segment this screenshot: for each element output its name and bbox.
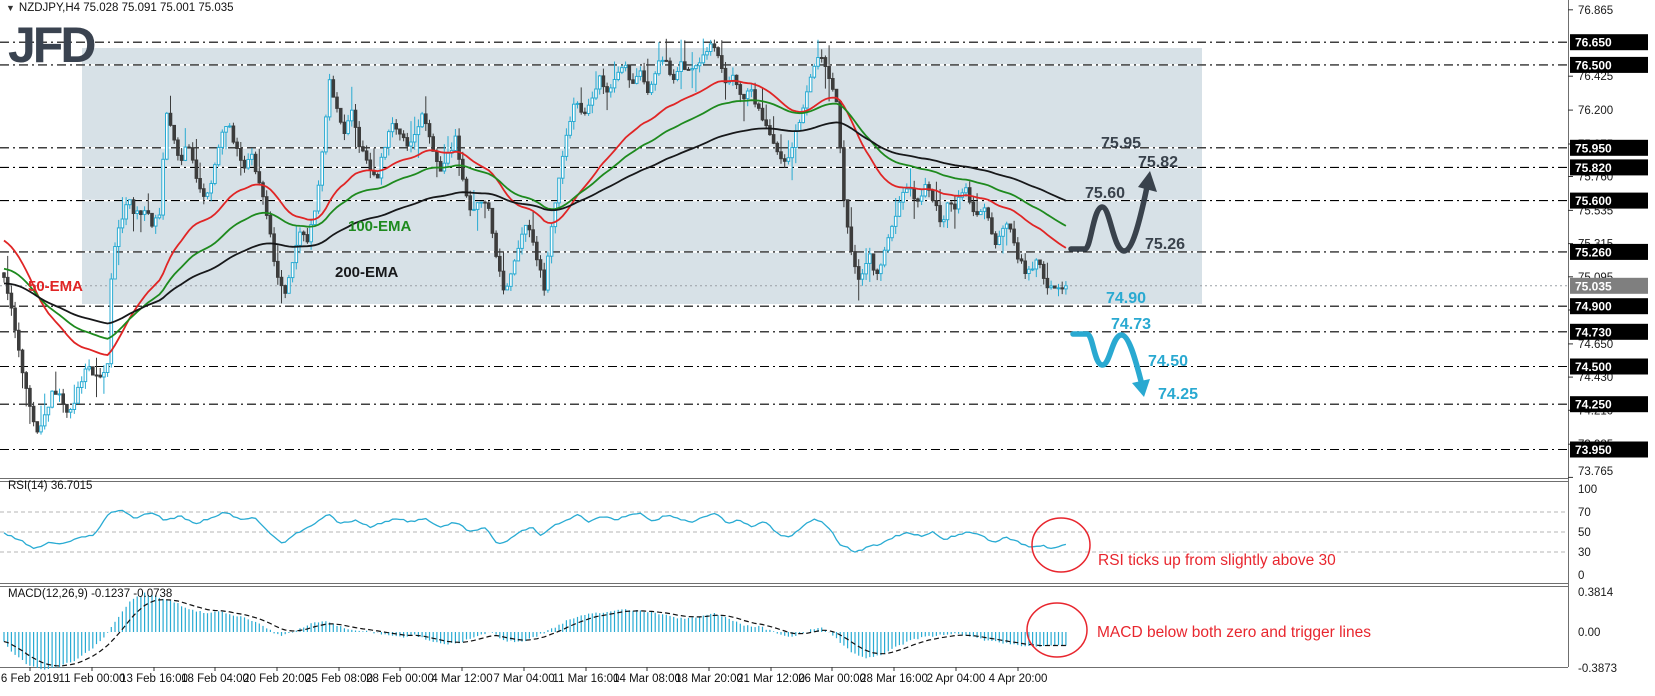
bearish-scenario-arrow: [1070, 331, 1150, 397]
symbol-quote-line: NZDJPY,H4 75.028 75.091 75.001 75.035: [18, 2, 234, 14]
price-tick-label: 76.200: [1578, 105, 1613, 117]
level-price-label: 74.730: [1575, 325, 1612, 339]
time-tick-label: 11 Feb 00:00: [59, 673, 126, 685]
level-price-label: 76.500: [1575, 58, 1612, 72]
price-tick-label: 74.430: [1578, 372, 1613, 384]
ema100-label: 100-EMA: [348, 218, 412, 235]
price-tick-label: 76.425: [1578, 71, 1613, 83]
rsi-axis-label: 30: [1578, 547, 1591, 559]
level-price-label: 74.900: [1575, 300, 1612, 314]
macd-title: MACD(12,26,9) -0.1237 -0.0738: [8, 588, 173, 600]
ema50-line: [3, 79, 1067, 356]
macd-signal-line: [3, 599, 1066, 667]
support-resistance-lines: [0, 41, 1568, 451]
time-tick-label: 4 Mar 12:00: [431, 673, 492, 685]
macd-axis-label: 0.3814: [1578, 587, 1614, 599]
price-tick-label: 76.865: [1578, 5, 1613, 17]
level-price-label: 75.260: [1575, 245, 1612, 259]
macd-axis-label: -0.3873: [1578, 663, 1617, 675]
candles-layer: [2, 38, 1068, 435]
level-price-label: 76.650: [1575, 36, 1612, 50]
macd-axis-label: 0.00: [1578, 627, 1600, 639]
chart-header: ▼ NZDJPY,H4 75.028 75.091 75.001 75.035: [6, 2, 234, 15]
rsi-panel: 100 70 50 30 0: [0, 484, 1597, 582]
time-tick-label: 28 Feb 00:00: [366, 673, 434, 685]
time-tick-label: 11 Mar 16:00: [553, 673, 620, 685]
time-tick-label: 7 Mar 04:00: [493, 673, 554, 685]
time-tick-label: 28 Mar 16:00: [860, 673, 928, 685]
price-tick-label: 74.650: [1578, 339, 1613, 351]
time-tick-label: 26 Mar 00:00: [798, 673, 866, 685]
bearish-target-74-50: 74.50: [1148, 353, 1189, 370]
level-price-label: 74.250: [1575, 398, 1612, 412]
rsi-annotation-text: RSI ticks up from slightly above 30: [1098, 552, 1336, 569]
bearish-target-74-25: 74.25: [1158, 386, 1199, 403]
rsi-axis-label: 100: [1578, 484, 1597, 496]
current-price-label: 75.035: [1575, 279, 1612, 293]
bullish-target-75-60: 75.60: [1085, 185, 1126, 202]
rsi-title: RSI(14) 36.7015: [8, 480, 93, 492]
level-price-label: 73.950: [1575, 443, 1612, 457]
rsi-axis-label: 70: [1578, 507, 1591, 519]
level-price-label: 75.820: [1575, 161, 1612, 175]
level-price-label: 75.600: [1575, 194, 1612, 208]
time-tick-label: 21 Mar 12:00: [737, 673, 805, 685]
time-tick-label: 25 Feb 08:00: [305, 673, 373, 685]
time-tick-label: 18 Feb 04:00: [181, 673, 249, 685]
macd-panel: 0.3814 0.00 -0.3873: [3, 587, 1617, 675]
bullish-scenario-arrow: [1068, 171, 1157, 254]
bearish-target-74-73: 74.73: [1111, 316, 1152, 333]
macd-annotation-text: MACD below both zero and trigger lines: [1097, 624, 1371, 641]
time-tick-label: 18 Mar 20:00: [675, 673, 743, 685]
macd-highlight-circle: [1026, 602, 1088, 658]
bearish-target-74-90: 74.90: [1106, 290, 1147, 307]
symbol-dropdown-icon[interactable]: ▼: [6, 3, 15, 13]
time-tick-label: 14 Mar 08:00: [613, 673, 681, 685]
time-tick-label: 4 Apr 20:00: [989, 673, 1048, 685]
price-axis: 76.86576.42576.20075.97575.76075.53575.3…: [1568, 5, 1648, 478]
ema200-label: 200-EMA: [335, 264, 399, 281]
time-tick-label: 20 Feb 20:00: [243, 673, 311, 685]
rsi-line: [3, 509, 1067, 553]
ema100-line: [3, 99, 1067, 340]
price-tick-label: 73.765: [1578, 466, 1613, 478]
bullish-target-75-82: 75.82: [1138, 154, 1179, 171]
time-tick-label: 6 Feb 2019: [1, 673, 59, 685]
highlight-region: [82, 48, 1202, 304]
bullish-target-75-26: 75.26: [1145, 236, 1186, 253]
rsi-axis-label: 0: [1578, 570, 1584, 582]
ema200-line: [3, 121, 1067, 325]
time-tick-label: 13 Feb 16:00: [120, 673, 188, 685]
time-tick-label: 2 Apr 04:00: [927, 673, 986, 685]
bullish-target-75-95: 75.95: [1101, 135, 1142, 152]
level-price-label: 74.500: [1575, 360, 1612, 374]
ema50-label: 50-EMA: [28, 278, 84, 295]
level-price-label: 75.950: [1575, 141, 1612, 155]
rsi-axis-label: 50: [1578, 527, 1591, 539]
rsi-highlight-circle: [1031, 517, 1091, 573]
jfd-logo: JFD: [8, 17, 96, 73]
